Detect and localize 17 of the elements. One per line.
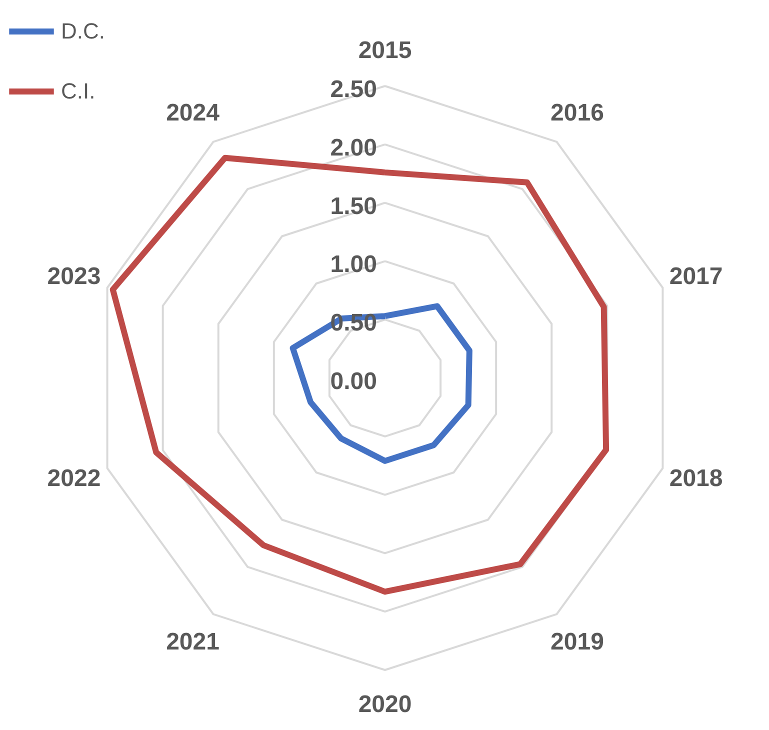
spoke-label: 2019	[550, 628, 604, 656]
spoke-label: 2020	[358, 691, 412, 718]
y-tick-label: 0.00	[330, 368, 377, 395]
spoke-label: 2015	[358, 36, 412, 64]
y-tick-label: 2.50	[330, 76, 377, 103]
y-tick-label: 2.00	[330, 134, 377, 162]
spoke-label: 2017	[669, 262, 723, 290]
spoke-label: 2022	[47, 465, 101, 492]
legend-label: D.C.	[61, 18, 105, 44]
y-tick-label: 1.00	[330, 251, 377, 278]
spoke-label: 2018	[669, 465, 723, 492]
spoke-label: 2021	[166, 628, 220, 656]
y-tick-label: 1.50	[330, 192, 377, 220]
spoke-label: 2023	[47, 262, 101, 290]
spoke-label: 2024	[166, 99, 220, 126]
spoke-label: 2016	[550, 99, 604, 126]
legend-label: C.I.	[61, 78, 96, 104]
